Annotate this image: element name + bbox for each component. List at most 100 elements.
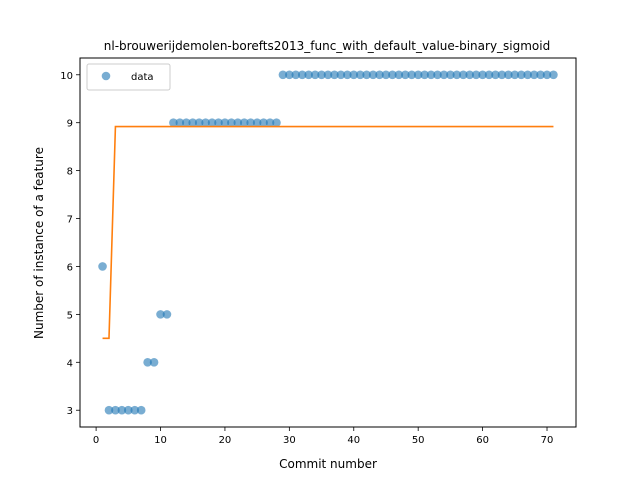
data-point [484, 70, 494, 80]
data-point [149, 358, 159, 367]
data-point [426, 70, 436, 80]
x-tick-label: 50 [412, 435, 425, 446]
data-point [388, 70, 397, 80]
data-point [104, 405, 114, 415]
data-point [201, 118, 210, 127]
data-point [156, 310, 165, 319]
data-point [162, 310, 172, 319]
data-point [323, 70, 333, 80]
data-point [111, 405, 120, 415]
data-point [169, 118, 178, 127]
x-tick-label: 20 [219, 435, 232, 446]
y-tick-label: 4 [67, 358, 73, 369]
y-axis: 3 4 5 6 7 8 9 10 [60, 71, 80, 417]
data-point [349, 70, 359, 80]
y-tick-label: 5 [67, 310, 73, 321]
data-point [446, 70, 455, 80]
x-tick-label: 70 [541, 435, 554, 446]
y-axis-label: Number of instance of a feature [32, 147, 46, 339]
data-point [343, 70, 352, 80]
data-point [529, 70, 539, 80]
data-point [433, 70, 442, 80]
data-point [381, 70, 391, 80]
plot-frame [79, 57, 577, 428]
data-point [336, 70, 346, 80]
data-point [375, 70, 384, 80]
x-tick-label: 40 [347, 435, 360, 446]
data-point [549, 70, 558, 80]
data-point [188, 118, 198, 127]
data-point [317, 70, 326, 80]
x-tick-label: 60 [476, 435, 489, 446]
plot-area [79, 57, 577, 428]
data-point [181, 118, 191, 127]
y-tick-label: 3 [67, 406, 73, 417]
data-point [516, 70, 526, 80]
legend: data [86, 63, 171, 91]
data-point [310, 70, 320, 80]
data-point [227, 118, 236, 127]
data-point [220, 118, 230, 127]
data-point [98, 262, 107, 271]
y-tick-label: 10 [60, 71, 73, 82]
data-point [452, 70, 462, 80]
data-point [536, 70, 545, 80]
legend-box [86, 63, 171, 91]
chart-title: nl-brouwerijdemolen-borefts2013_func_wit… [104, 39, 550, 53]
x-tick-label: 10 [154, 435, 167, 446]
data-point [130, 405, 140, 415]
data-point [214, 118, 223, 127]
data-point [420, 70, 429, 80]
data-point [285, 70, 294, 80]
data-point [117, 405, 127, 415]
data-point [246, 118, 256, 127]
data-point [272, 118, 281, 127]
data-point [542, 70, 552, 80]
data-point [407, 70, 417, 80]
data-point [194, 118, 204, 127]
data-point [330, 70, 339, 80]
data-point [510, 70, 520, 80]
data-point [297, 70, 307, 80]
data-point [124, 405, 133, 415]
data-point [504, 70, 513, 80]
data-point [471, 70, 481, 80]
data-point [497, 70, 507, 80]
data-point [175, 118, 185, 127]
data-point [143, 358, 152, 367]
data-point [136, 405, 146, 415]
data-point [259, 118, 268, 127]
data-point [394, 70, 404, 80]
data-point [291, 70, 301, 80]
data-point [252, 118, 262, 127]
x-tick-label: 30 [283, 435, 296, 446]
x-axis: 0 10 20 30 40 50 60 70 [93, 427, 553, 446]
data-point [439, 70, 449, 80]
x-tick-label: 0 [93, 435, 99, 446]
data-point [265, 118, 275, 127]
y-tick-label: 7 [67, 215, 73, 226]
data-point [239, 118, 249, 127]
y-tick-label: 8 [67, 167, 73, 178]
legend-label: data [131, 72, 154, 83]
data-point [465, 70, 475, 80]
legend-marker [101, 71, 111, 81]
data-point [491, 70, 500, 80]
data-point [400, 70, 410, 80]
y-tick-label: 9 [67, 119, 73, 130]
fit-line [102, 125, 554, 340]
data-point [413, 70, 423, 80]
data-point [355, 70, 365, 80]
data-point [362, 70, 371, 80]
data-point [207, 118, 217, 127]
data-point [523, 70, 532, 80]
data-point [368, 70, 378, 80]
data-point [278, 70, 288, 80]
data-point [458, 70, 468, 80]
y-tick-label: 6 [67, 262, 73, 273]
x-axis-label: Commit number [279, 457, 377, 471]
data-point [478, 70, 487, 80]
data-point [304, 70, 313, 80]
data-point [233, 118, 243, 127]
